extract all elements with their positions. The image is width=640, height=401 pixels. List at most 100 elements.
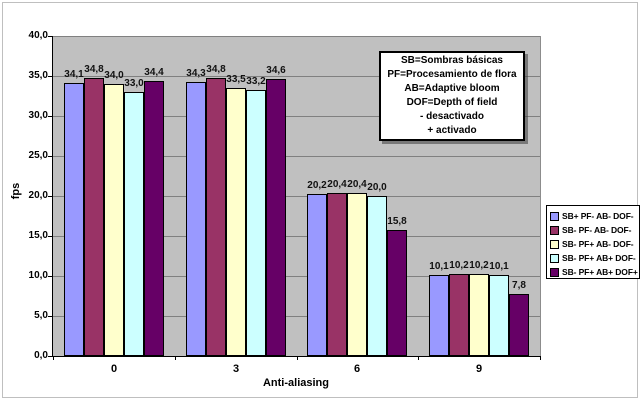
bar — [509, 294, 529, 356]
bar — [387, 230, 407, 356]
bar-value-label: 33,5 — [226, 74, 246, 85]
y-tick-label: 20,0 — [28, 190, 48, 201]
y-gridline — [53, 196, 540, 197]
y-axis-title: fps — [10, 182, 22, 200]
annotation-line: + activado — [427, 125, 477, 136]
bar-value-label: 10,2 — [449, 260, 469, 271]
x-tick-mark — [175, 356, 176, 360]
y-gridline — [53, 236, 540, 237]
bar — [469, 274, 489, 356]
legend-series-label: SB- PF- AB- DOF- — [562, 225, 632, 235]
bar-value-label: 15,8 — [387, 216, 407, 227]
bar-value-label: 33,0 — [124, 78, 144, 89]
bar-value-label: 20,4 — [327, 179, 347, 190]
bar-value-label: 10,1 — [489, 261, 509, 272]
legend-swatch — [550, 253, 559, 263]
legend-item: SB- PF+ AB+ DOF+ — [550, 265, 639, 279]
bar-value-label: 34,0 — [104, 70, 124, 81]
y-tick-mark — [48, 156, 52, 157]
legend-series-label: SB+ PF- AB- DOF- — [562, 211, 634, 221]
bar-value-label: 34,1 — [64, 69, 84, 80]
bar — [206, 78, 226, 356]
y-tick-mark — [48, 316, 52, 317]
bar — [266, 79, 286, 356]
bar-value-label: 34,8 — [84, 64, 104, 75]
bar — [347, 193, 367, 356]
bar — [124, 92, 144, 356]
bar-value-label: 10,2 — [469, 260, 489, 271]
bar — [64, 83, 84, 356]
bar-value-label: 34,3 — [186, 68, 206, 79]
y-tick-label: 40,0 — [28, 30, 48, 41]
y-gridline — [53, 316, 540, 317]
x-tick-mark — [53, 356, 54, 360]
bar — [367, 196, 387, 356]
bar-value-label: 33,2 — [246, 76, 266, 87]
y-tick-label: 10,0 — [28, 270, 48, 281]
bar — [226, 88, 246, 356]
bar-value-label: 20,0 — [367, 182, 387, 193]
annotation-box: SB=Sombras básicas PF=Procesamiento de f… — [379, 51, 525, 141]
x-tick-mark — [540, 356, 541, 360]
y-tick-mark — [48, 36, 52, 37]
bar — [104, 84, 124, 356]
legend-swatch — [550, 267, 559, 277]
legend-item: SB- PF- AB- DOF- — [550, 223, 639, 237]
annotation-line: PF=Procesamiento de flora — [387, 69, 517, 80]
y-gridline — [53, 36, 540, 37]
bar — [449, 274, 469, 356]
legend-item: SB+ PF- AB- DOF- — [550, 209, 639, 223]
bar — [489, 275, 509, 356]
legend-series-label: SB- PF+ AB+ DOF+ — [562, 267, 638, 277]
y-gridline — [53, 116, 540, 117]
y-tick-label: 25,0 — [28, 150, 48, 161]
x-category-label: 9 — [475, 363, 483, 375]
y-tick-label: 35,0 — [28, 70, 48, 81]
legend: SB+ PF- AB- DOF- SB- PF- AB- DOF- SB- PF+ … — [546, 205, 640, 279]
x-axis-title: Anti-aliasing — [262, 377, 329, 389]
y-tick-mark — [48, 236, 52, 237]
legend-series-label: SB- PF+ AB+ DOF- — [562, 253, 636, 263]
y-tick-label: 5,0 — [34, 310, 48, 321]
bar-value-label: 34,6 — [266, 65, 286, 76]
bar — [186, 82, 206, 356]
bar — [307, 194, 327, 356]
annotation-line: AB=Adaptive bloom — [404, 83, 500, 94]
y-tick-mark — [48, 196, 52, 197]
y-tick-label: 0,0 — [34, 350, 48, 361]
y-tick-mark — [48, 76, 52, 77]
y-tick-mark — [48, 276, 52, 277]
x-tick-mark — [297, 356, 298, 360]
bar-value-label: 10,1 — [429, 261, 449, 272]
y-tick-label: 15,0 — [28, 230, 48, 241]
annotation-line: - desactivado — [420, 111, 484, 122]
annotation-line: DOF=Depth of field — [406, 97, 498, 108]
y-tick-mark — [48, 356, 52, 357]
legend-swatch — [550, 225, 559, 235]
x-category-label: 3 — [232, 363, 240, 375]
bar-value-label: 20,4 — [347, 179, 367, 190]
y-gridline — [53, 156, 540, 157]
legend-item: SB- PF+ AB+ DOF- — [550, 251, 639, 265]
y-tick-label: 30,0 — [28, 110, 48, 121]
legend-series-label: SB- PF+ AB- DOF- — [562, 239, 634, 249]
bar — [84, 78, 104, 356]
annotation-line: SB=Sombras básicas — [401, 55, 503, 66]
legend-swatch — [550, 239, 559, 249]
legend-item: SB- PF+ AB- DOF- — [550, 237, 639, 251]
y-tick-mark — [48, 116, 52, 117]
bar — [144, 81, 164, 356]
x-tick-mark — [418, 356, 419, 360]
x-category-label: 0 — [110, 363, 118, 375]
y-gridline — [53, 76, 540, 77]
y-gridline — [53, 276, 540, 277]
bar-value-label: 20,2 — [307, 180, 327, 191]
bar — [246, 90, 266, 356]
bar-value-label: 34,8 — [206, 64, 226, 75]
bar-value-label: 7,8 — [512, 280, 526, 291]
bar — [429, 275, 449, 356]
bar-value-label: 34,4 — [144, 67, 164, 78]
x-category-label: 6 — [353, 363, 361, 375]
legend-swatch — [550, 211, 559, 221]
